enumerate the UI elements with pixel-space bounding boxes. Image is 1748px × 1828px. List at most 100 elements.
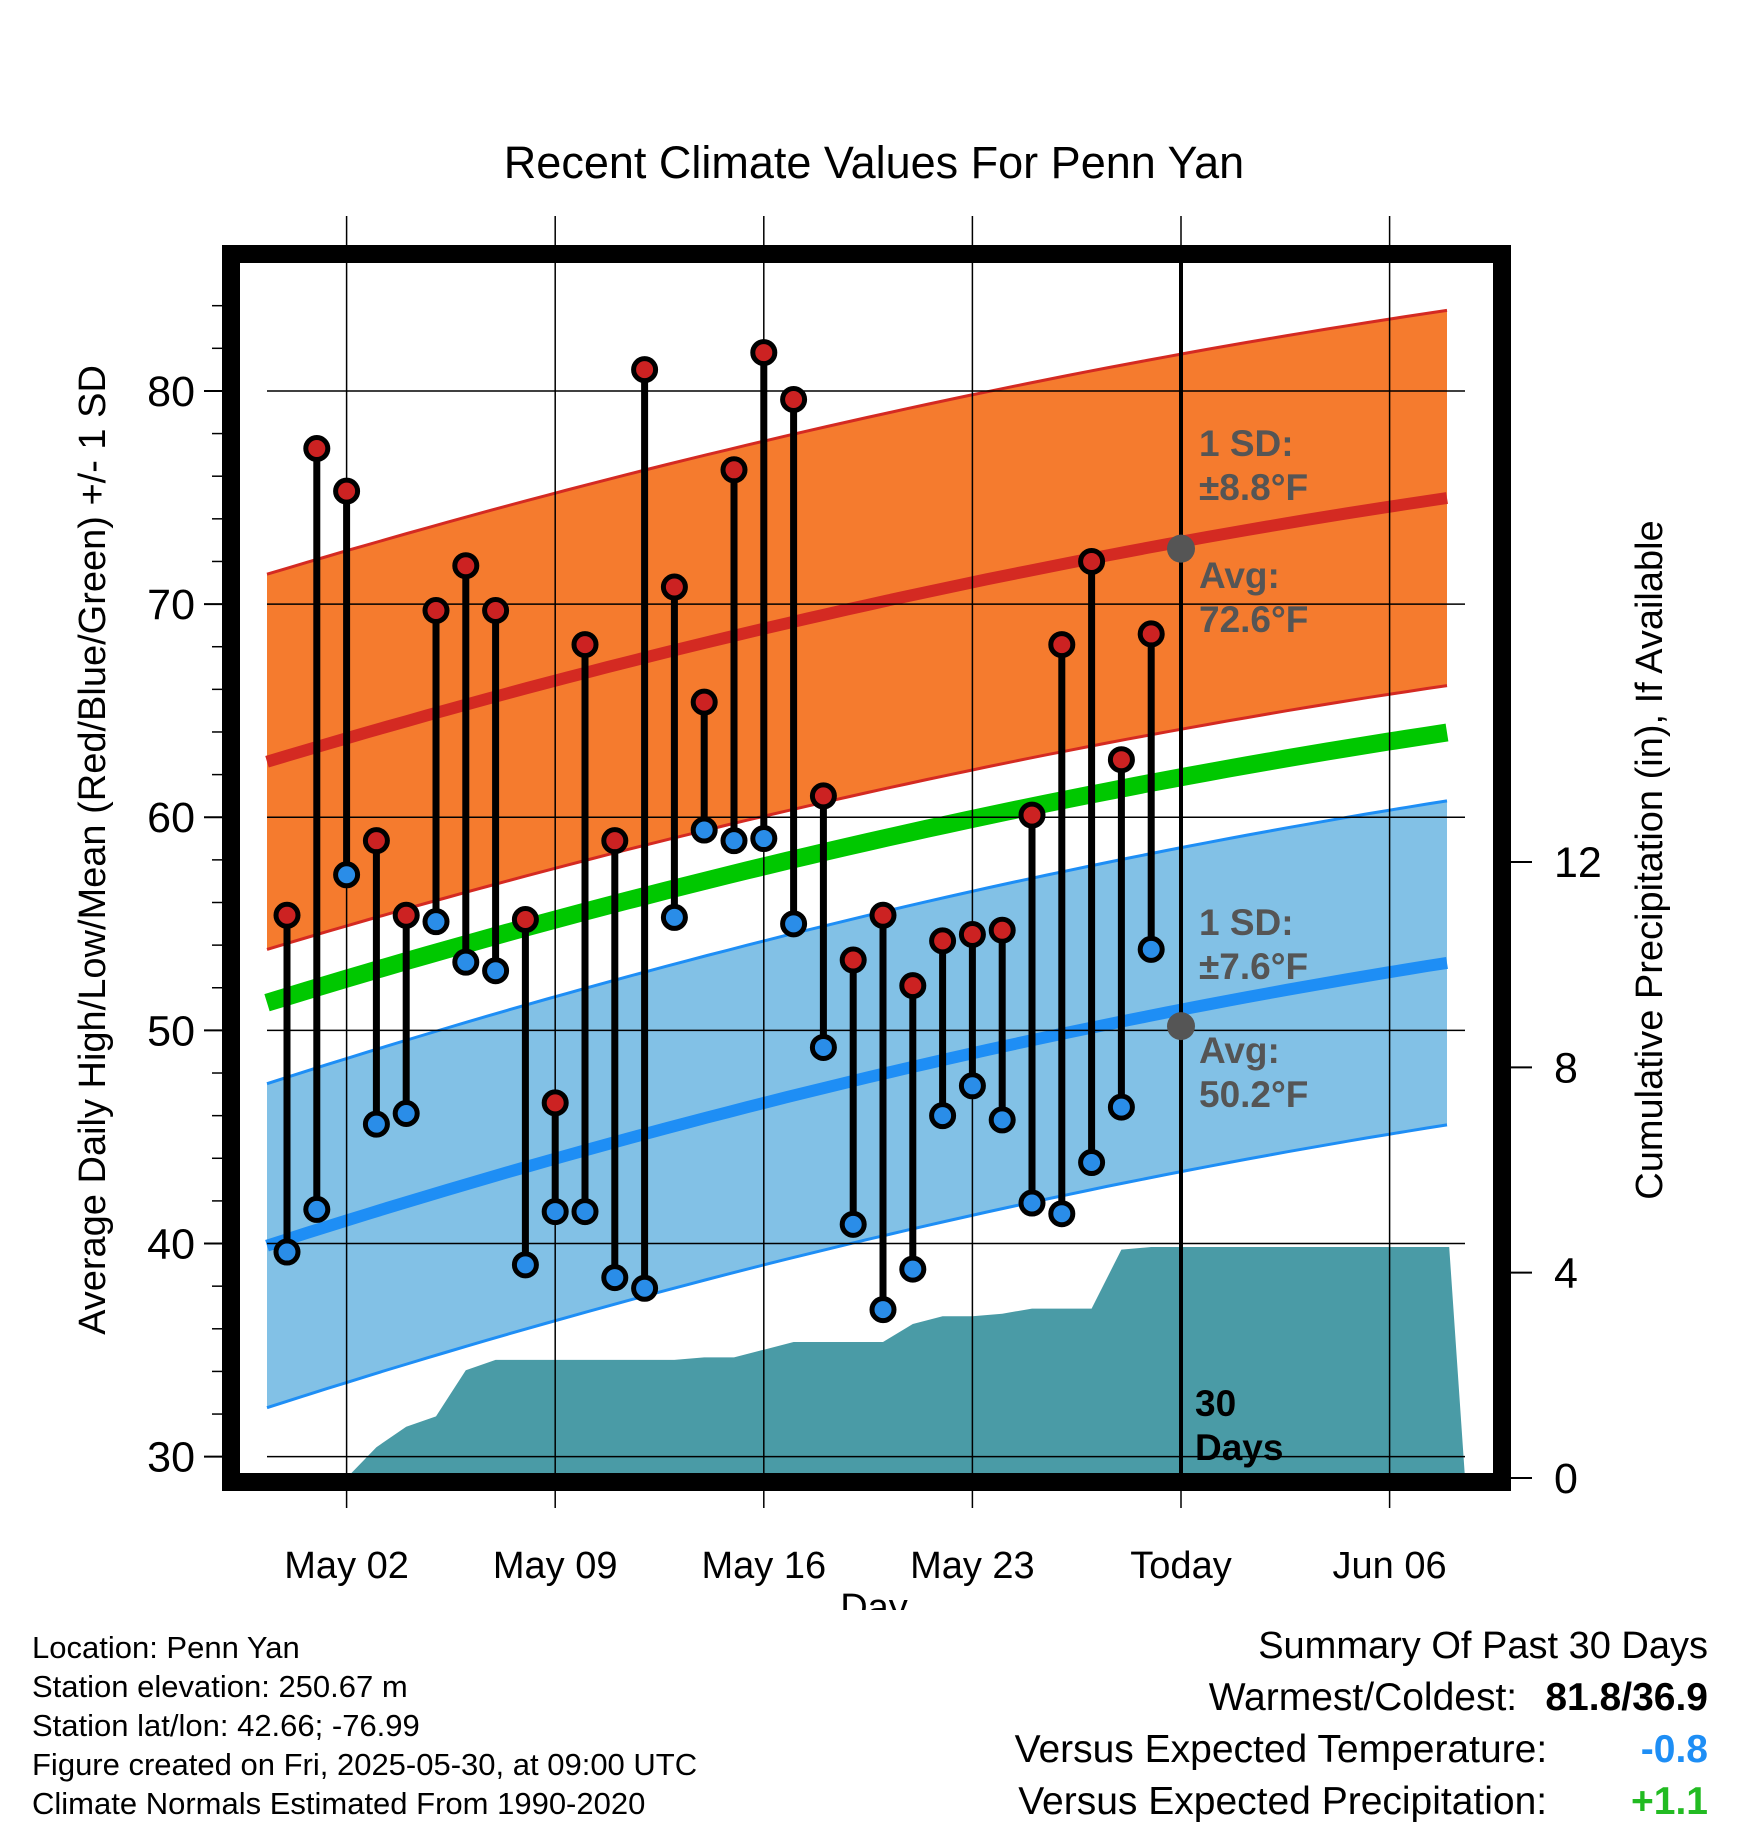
daily-high-point — [511, 906, 539, 934]
daily-high-point — [422, 596, 450, 624]
daily-low-point — [541, 1198, 569, 1226]
y2-tick-label: 4 — [1554, 1250, 1578, 1298]
low-sd-value: ±7.6°F — [1199, 946, 1308, 987]
daily-low-point — [809, 1033, 837, 1061]
precip-departure-label: Versus Expected Precipitation: — [1018, 1780, 1548, 1823]
y2-tick-label: 12 — [1554, 839, 1602, 887]
daily-low-point — [1018, 1189, 1046, 1217]
daily-high-point — [631, 356, 659, 384]
daily-high-point — [1018, 801, 1046, 829]
x-tick-label: May 23 — [910, 1545, 1035, 1587]
daily-high-point — [720, 456, 748, 484]
daily-low-point — [452, 948, 480, 976]
daily-low-point — [958, 1072, 986, 1100]
temp-departure-label: Versus Expected Temperature: — [1014, 1728, 1548, 1771]
daily-high-point — [303, 434, 331, 462]
x-tick-label: Today — [1130, 1545, 1231, 1587]
x-tick-label: May 16 — [701, 1545, 826, 1587]
daily-low-point — [720, 827, 748, 855]
daily-high-point — [1107, 746, 1135, 774]
daily-high-point — [869, 901, 897, 929]
y-tick-label: 30 — [147, 1434, 195, 1482]
daily-low-point — [601, 1264, 629, 1292]
latlon-text: Station lat/lon: 42.66; -76.99 — [32, 1708, 420, 1743]
y-axis-label: Average Daily High/Low/Mean (Red/Blue/Gr… — [72, 365, 114, 1335]
daily-high-point — [571, 631, 599, 659]
daily-low-point — [422, 908, 450, 936]
daily-high-point — [660, 573, 688, 601]
y-tick-label: 40 — [147, 1221, 195, 1269]
daily-high-point — [601, 827, 629, 855]
daily-low-point — [690, 816, 718, 844]
high-avg-label: Avg: — [1199, 555, 1280, 596]
high-avg-value: 72.6°F — [1199, 599, 1308, 640]
x-tick-label: May 09 — [493, 1545, 618, 1587]
daily-low-point — [511, 1251, 539, 1279]
daily-low-point — [362, 1110, 390, 1138]
daily-high-point — [1137, 620, 1165, 648]
warmest-value: 81.8/36.9 — [1545, 1676, 1708, 1719]
daily-low-point — [988, 1106, 1016, 1134]
daily-high-point — [541, 1089, 569, 1117]
y2-axis-label: Cumulative Precipitation (in), If Availa… — [1629, 520, 1671, 1199]
daily-high-point — [988, 916, 1016, 944]
daily-high-point — [1078, 547, 1106, 575]
station-info: Location: Penn Yan Station elevation: 25… — [32, 1628, 697, 1823]
daily-low-point — [631, 1274, 659, 1302]
daily-low-point — [660, 903, 688, 931]
low-sd-label: 1 SD: — [1199, 902, 1294, 943]
low-avg-value: 50.2°F — [1199, 1074, 1308, 1115]
daily-high-point — [482, 596, 510, 624]
low-avg-label: Avg: — [1199, 1030, 1280, 1071]
period-days-label: Days — [1195, 1427, 1283, 1468]
low-sd-lower-line — [266, 1123, 1448, 1410]
x-tick-label: May 02 — [284, 1545, 409, 1587]
location-text: Location: Penn Yan — [32, 1630, 300, 1665]
daily-high-point — [839, 946, 867, 974]
daily-low-point — [780, 910, 808, 938]
precip-departure-row: Versus Expected Precipitation: +1.1 — [1015, 1776, 1708, 1828]
daily-high-point — [899, 972, 927, 1000]
high-sd-upper-line — [266, 308, 1448, 576]
y2-tick-label: 0 — [1554, 1455, 1578, 1503]
climate-chart: Recent Climate Values For Penn Yan 1 SD:… — [72, 137, 1671, 1610]
daily-low-point — [303, 1195, 331, 1223]
daily-low-point — [869, 1296, 897, 1324]
daily-high-point — [690, 688, 718, 716]
daily-high-point — [452, 552, 480, 580]
daily-low-point — [1137, 935, 1165, 963]
daily-high-point — [362, 827, 390, 855]
daily-high-point — [750, 339, 778, 367]
warmest-label: Warmest/Coldest: — [1208, 1676, 1518, 1719]
y-tick-label: 60 — [147, 794, 195, 842]
temp-departure-value: -0.8 — [1640, 1728, 1708, 1771]
high-sd-value: ±8.8°F — [1199, 467, 1308, 508]
daily-low-point — [929, 1102, 957, 1130]
daily-high-point — [780, 385, 808, 413]
summary-panel: Summary Of Past 30 Days Warmest/Coldest:… — [1015, 1620, 1708, 1828]
summary-heading: Summary Of Past 30 Days — [1258, 1625, 1708, 1667]
daily-high-point — [1048, 631, 1076, 659]
high-sd-label: 1 SD: — [1199, 423, 1294, 464]
y-tick-label: 50 — [147, 1007, 195, 1055]
low-sd-upper-line — [266, 799, 1448, 1086]
y2-tick-label: 8 — [1554, 1044, 1578, 1092]
daily-high-point — [929, 927, 957, 955]
high-sd-band — [267, 310, 1447, 950]
today-high-avg-marker — [1167, 534, 1195, 563]
daily-low-point — [392, 1100, 420, 1128]
plot-frame — [222, 245, 1511, 1491]
daily-low-point — [1048, 1200, 1076, 1228]
precip-departure-value: +1.1 — [1631, 1780, 1708, 1823]
daily-low-point — [899, 1255, 927, 1283]
daily-low-point — [571, 1198, 599, 1226]
today-low-avg-marker — [1167, 1012, 1195, 1041]
y-tick-label: 70 — [147, 581, 195, 629]
x-axis-label: Day — [840, 1587, 908, 1610]
daily-high-point — [958, 920, 986, 948]
daily-low-point — [273, 1238, 301, 1266]
period-days-number: 30 — [1195, 1383, 1236, 1424]
elevation-text: Station elevation: 250.67 m — [32, 1669, 408, 1704]
created-text: Figure created on Fri, 2025-05-30, at 09… — [32, 1747, 698, 1782]
